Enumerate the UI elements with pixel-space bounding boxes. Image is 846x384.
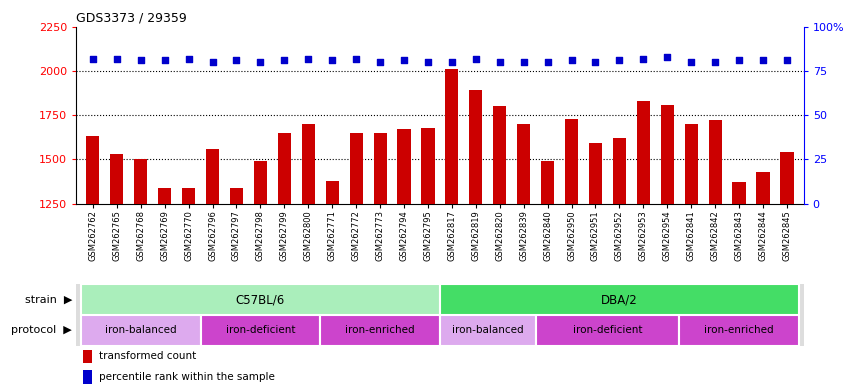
Bar <box>440 284 799 315</box>
Point <box>708 59 722 65</box>
Bar <box>81 284 440 315</box>
Point <box>301 56 315 62</box>
Bar <box>637 101 650 384</box>
Bar <box>326 180 338 384</box>
Bar <box>541 161 554 384</box>
Text: iron-enriched: iron-enriched <box>704 325 774 335</box>
Point <box>230 57 244 63</box>
Point <box>756 57 770 63</box>
Bar <box>613 138 626 384</box>
Text: iron-deficient: iron-deficient <box>226 325 295 335</box>
Point <box>565 57 579 63</box>
Text: percentile rank within the sample: percentile rank within the sample <box>100 372 275 382</box>
Bar <box>445 69 459 384</box>
Point <box>86 56 100 62</box>
Point <box>541 59 554 65</box>
Text: strain  ▶: strain ▶ <box>25 295 72 305</box>
Point <box>493 59 507 65</box>
Bar <box>589 144 602 384</box>
Bar <box>135 159 147 384</box>
Bar <box>84 349 92 363</box>
Text: transformed count: transformed count <box>100 351 196 361</box>
Point <box>254 59 267 65</box>
Point <box>469 56 482 62</box>
Point <box>517 59 530 65</box>
Bar <box>81 315 201 346</box>
Point <box>110 56 124 62</box>
Point <box>206 59 219 65</box>
Point <box>398 57 411 63</box>
Bar <box>679 315 799 346</box>
Point <box>373 59 387 65</box>
Bar <box>493 106 507 384</box>
Text: iron-balanced: iron-balanced <box>105 325 177 335</box>
Bar <box>254 161 267 384</box>
Bar <box>158 188 171 384</box>
Point <box>613 57 626 63</box>
Bar <box>398 129 410 384</box>
Bar <box>321 315 440 346</box>
Bar <box>230 188 243 384</box>
Point <box>589 59 602 65</box>
Point <box>636 56 650 62</box>
Bar <box>733 182 745 384</box>
Point <box>445 59 459 65</box>
Bar <box>709 121 722 384</box>
Bar <box>277 133 291 384</box>
Point <box>134 57 147 63</box>
Point <box>684 59 698 65</box>
Bar <box>86 136 100 384</box>
Bar <box>536 315 679 346</box>
Point <box>326 57 339 63</box>
Bar <box>84 370 92 384</box>
Text: iron-enriched: iron-enriched <box>345 325 415 335</box>
Text: C57BL/6: C57BL/6 <box>236 293 285 306</box>
Bar <box>302 124 315 384</box>
Text: GDS3373 / 29359: GDS3373 / 29359 <box>76 11 187 24</box>
Point <box>661 54 674 60</box>
Text: iron-deficient: iron-deficient <box>573 325 642 335</box>
Bar <box>440 315 536 346</box>
Bar <box>206 149 219 384</box>
Point <box>277 57 291 63</box>
Point <box>182 56 195 62</box>
Bar <box>421 127 435 384</box>
Bar <box>684 124 698 384</box>
Bar <box>470 91 482 384</box>
Bar <box>756 172 770 384</box>
Text: DBA/2: DBA/2 <box>601 293 638 306</box>
Bar <box>110 154 124 384</box>
Bar <box>565 119 578 384</box>
Bar <box>349 133 363 384</box>
Point <box>349 56 363 62</box>
Bar <box>201 315 321 346</box>
Point <box>158 57 172 63</box>
Point <box>780 57 794 63</box>
Point <box>421 59 435 65</box>
Bar <box>373 133 387 384</box>
Bar <box>780 152 794 384</box>
Text: iron-balanced: iron-balanced <box>452 325 524 335</box>
Point <box>733 57 746 63</box>
Text: protocol  ▶: protocol ▶ <box>11 325 72 335</box>
Bar <box>661 104 674 384</box>
Bar <box>182 188 195 384</box>
Bar <box>517 124 530 384</box>
